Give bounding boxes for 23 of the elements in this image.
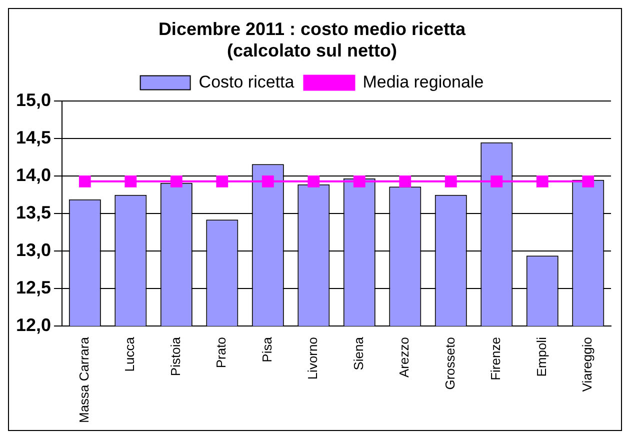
x-tick-label: Livorno xyxy=(305,337,320,380)
text: Dicembre 2011 : costo medio ricetta xyxy=(158,18,466,39)
y-tick-label: 14,5 xyxy=(16,128,52,148)
y-tick-label: 14,0 xyxy=(16,165,52,186)
y-tick-label: 12,5 xyxy=(16,278,52,298)
legend-label: Costo ricetta xyxy=(198,72,295,92)
x-tick-label: Pisa xyxy=(259,336,274,362)
x-tick-label: Viareggio xyxy=(580,337,595,392)
x-tick-label: Firenze xyxy=(488,337,504,380)
y-tick-label: 13,0 xyxy=(16,240,52,260)
x-tick-label: Lucca xyxy=(122,336,138,372)
x-tick-label: Grosseto xyxy=(442,337,458,390)
x-tick-label: Empoli xyxy=(534,336,549,377)
text: (calcolato sul netto) xyxy=(226,40,398,60)
x-tick-label: Siena xyxy=(350,336,366,370)
y-tick-label: 12,0 xyxy=(16,315,52,335)
y-tick-label: 15,0 xyxy=(16,90,52,110)
legend-label: Media regionale xyxy=(362,72,484,92)
x-tick-label: Prato xyxy=(214,337,229,368)
y-tick-label: 13,5 xyxy=(16,202,52,223)
x-tick-label: Pistoia xyxy=(168,336,183,376)
x-tick-label: Massa Carrara xyxy=(76,336,92,423)
x-tick-label: Arezzo xyxy=(396,337,412,378)
